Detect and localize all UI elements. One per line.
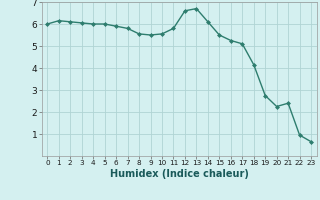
X-axis label: Humidex (Indice chaleur): Humidex (Indice chaleur) — [110, 169, 249, 179]
